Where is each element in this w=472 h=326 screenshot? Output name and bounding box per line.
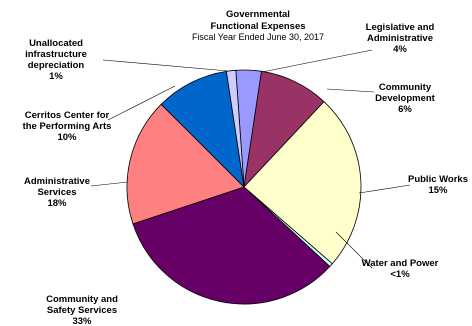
- slice-label-1-line-0: Community: [379, 82, 432, 93]
- leader-line-6: [107, 85, 176, 121]
- pie-slice-7: [225, 69, 245, 188]
- chart-title-line-2: Functional Expenses: [210, 21, 305, 32]
- slice-pct-label-7: 1%: [49, 71, 63, 82]
- slice-pct-label-2: 15%: [428, 185, 448, 196]
- slice-pct-label-4: 33%: [72, 316, 92, 326]
- slice-label-0-line-0: Legislative and: [366, 22, 435, 33]
- slice-label-1-line-1: Development: [375, 93, 435, 104]
- slice-label-4-line-1: Safety Services: [47, 305, 117, 316]
- chart-subtitle: Fiscal Year Ended June 30, 2017: [192, 32, 324, 42]
- slice-label-4-line-0: Community and: [46, 294, 118, 305]
- slice-label-2-line-0: Public Works: [408, 174, 468, 185]
- pie-slice-6: [160, 70, 245, 189]
- leader-line-7: [102, 59, 229, 72]
- leader-lines-layer: [90, 49, 411, 269]
- chart-title-line-1: Governmental: [226, 9, 290, 20]
- slice-label-0-line-1: Administrative: [367, 33, 433, 44]
- slice-pct-label-1: 6%: [398, 104, 412, 115]
- slice-pct-label-5: 18%: [47, 198, 67, 209]
- slice-pct-label-0: 4%: [393, 44, 407, 55]
- slice-label-3-line-0: Water and Power: [362, 258, 439, 269]
- slice-label-7-line-1: infrastructure: [25, 49, 87, 60]
- leader-line-3: [335, 231, 373, 269]
- slice-label-6-line-0: Cerritos Center for: [25, 110, 110, 121]
- slice-label-7-line-2: depreciation: [28, 60, 85, 71]
- pie-slice-5: [126, 103, 245, 225]
- slices-layer: [126, 69, 362, 305]
- slice-pct-label-3: <1%: [390, 269, 410, 280]
- slice-pct-label-6: 10%: [57, 132, 77, 143]
- leader-line-0: [261, 49, 373, 73]
- slice-label-7-line-0: Unallocated: [29, 38, 83, 49]
- leader-line-5: [90, 181, 129, 187]
- pie-slice-4: [132, 186, 331, 305]
- pie-slice-2: [243, 101, 362, 265]
- slice-label-5-line-0: Administrative: [24, 176, 90, 187]
- slice-label-5-line-1: Services: [37, 187, 76, 198]
- slice-label-6-line-1: the Performing Arts: [23, 121, 112, 132]
- leader-line-2: [358, 184, 411, 194]
- labels-layer: Legislative andAdministrative4%Community…: [23, 22, 468, 326]
- leader-line-1: [326, 88, 375, 93]
